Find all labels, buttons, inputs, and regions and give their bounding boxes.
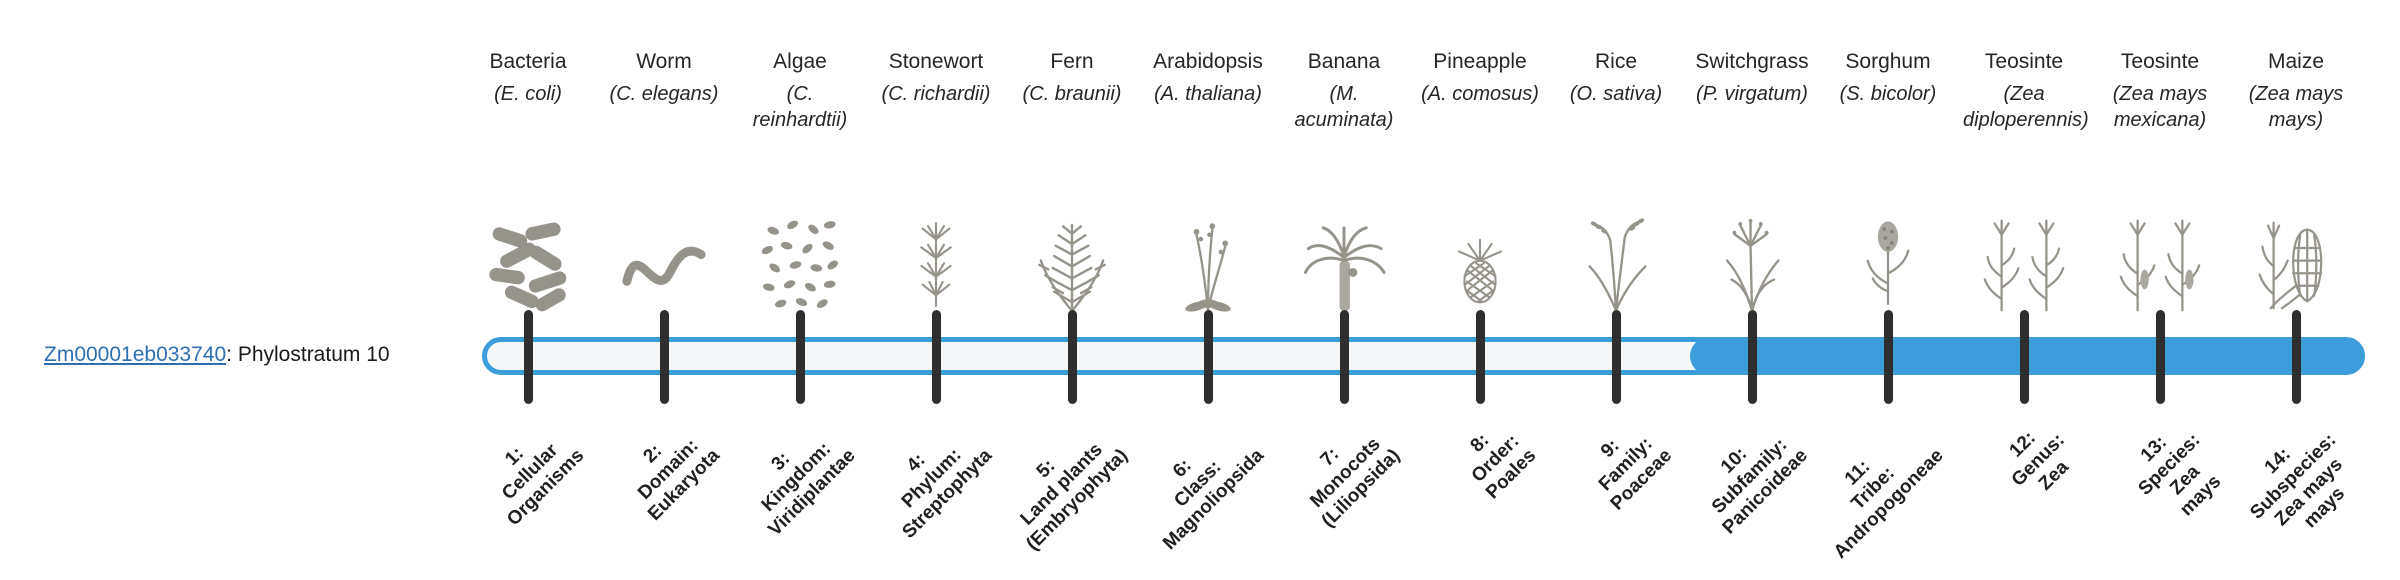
arabidopsis-icon (1165, 208, 1251, 314)
organism-name: Switchgrass (1695, 50, 1809, 73)
stratum-tick-label: 13: Species: Zea mays (2134, 429, 2226, 521)
stratum-column: Worm (C. elegans) (569, 50, 759, 314)
algae-icon (755, 208, 845, 314)
teosinte-mexicana-icon (2104, 208, 2216, 314)
organism-species: (C. elegans) (609, 83, 719, 105)
organism-species: (O. sativa) (1569, 83, 1663, 105)
stratum-tick-label: 11: Tribe: Andropogoneae (1830, 445, 1949, 564)
stratum-column: Fern (C. braunii) (977, 50, 1167, 314)
fern-icon (1026, 208, 1118, 314)
organism-name: Algae (773, 50, 827, 73)
stratum-tick-label: 4: Phylum: Streptophyta (897, 444, 997, 543)
stratum-tick (931, 310, 941, 404)
switchgrass-icon (1708, 208, 1796, 314)
stratum-column: Switchgrass (P. virgatum) (1657, 50, 1847, 314)
organism-name: Pineapple (1433, 50, 1527, 73)
stratum-tick (659, 310, 669, 404)
stratum-tick (1883, 310, 1893, 404)
stratum-column: Sorghum (S. bicolor) (1793, 50, 1983, 314)
stratum-tick (1203, 310, 1213, 404)
stratum-column: Teosinte (Zea mays mexicana) (2065, 50, 2255, 314)
organism-name: Bacteria (489, 50, 567, 73)
phylostratum-text: : Phylostratum 10 (226, 343, 390, 366)
organism-name: Teosinte (1984, 50, 2064, 73)
organism-species: (P. virgatum) (1696, 83, 1808, 105)
stonewort-icon (896, 208, 976, 314)
organism-species: (Zea mays mexicana) (2112, 83, 2208, 131)
stratum-column: Bacteria (E. coli) (433, 50, 623, 314)
stratum-tick-label: 10: Subfamily: Panicoideae (1708, 434, 1813, 539)
organism-species: (E. coli) (494, 83, 562, 105)
stratum-tick-label: 5: Land plants (Embryophyta) (1016, 439, 1133, 555)
stratum-tick (1475, 310, 1485, 404)
stratum-tick-label: 1: Cellular Organisms (497, 440, 589, 531)
organism-species: (A. thaliana) (1154, 83, 1262, 105)
stratum-tick-label: 2: Domain: Eukaryota (634, 435, 725, 525)
organism-species: (Zea mays mays) (2248, 83, 2344, 131)
organism-name: Maize (2267, 50, 2325, 73)
stratum-tick-label: 14: Subspecies: Zea mays mays (2246, 429, 2350, 533)
organism-name: Sorghum (1845, 50, 1931, 73)
stratum-column: Stonewort (C. richardii) (841, 50, 1031, 314)
stratum-tick (2155, 310, 2165, 404)
stratum-column: Teosinte (Zea diploperennis) (1929, 50, 2119, 314)
organism-species: (S. bicolor) (1839, 83, 1937, 105)
stratum-tick-label: 8: Order: Poales (1466, 429, 1541, 504)
stratum-tick (1611, 310, 1621, 404)
organism-name: Rice (1594, 50, 1637, 73)
organism-name: Teosinte (2120, 50, 2200, 73)
organism-name: Stonewort (888, 50, 984, 73)
bacteria-icon (483, 208, 573, 314)
stratum-column: Maize (Zea mays mays) (2201, 50, 2391, 314)
stratum-tick-label: 3: Kingdom: Viridiplantae (758, 438, 861, 541)
worm-icon (619, 208, 709, 314)
stratum-tick (523, 310, 533, 404)
teosinte-diploperennis-icon (1968, 208, 2080, 314)
organism-species: (C. reinhardtii) (752, 83, 848, 131)
stratum-tick (1067, 310, 1077, 404)
stratum-tick (795, 310, 805, 404)
stratum-tick-label: 6: Class: Magnoliopsida (1159, 445, 1269, 555)
stratum-tick-label: 12: Genus: Zea (2005, 427, 2073, 495)
organism-name: Arabidopsis (1153, 50, 1263, 73)
organism-species: (M. acuminata) (1294, 83, 1394, 131)
banana-icon (1298, 208, 1390, 314)
organism-name: Banana (1307, 50, 1381, 73)
stratum-column: Banana (M. acuminata) (1249, 50, 1439, 314)
sorghum-icon (1850, 208, 1926, 314)
rice-icon (1572, 208, 1660, 314)
gene-id-link[interactable]: Zm00001eb033740 (44, 343, 227, 366)
maize-icon (2254, 208, 2338, 314)
organism-species: (C. braunii) (1022, 83, 1122, 105)
organism-name: Worm (636, 50, 692, 73)
stratum-column: Pineapple (A. comosus) (1385, 50, 1575, 314)
stratum-tick (1339, 310, 1349, 404)
gene-label: Zm00001eb033740: Phylostratum 10 (44, 343, 390, 367)
organism-species: (A. comosus) (1421, 83, 1539, 105)
pineapple-icon (1441, 208, 1519, 314)
stratum-tick (2291, 310, 2301, 404)
stratum-tick (1747, 310, 1757, 404)
organism-species: (C. richardii) (881, 83, 991, 105)
stratum-tick (2019, 310, 2029, 404)
organism-species: (Zea diploperennis) (1963, 83, 2089, 131)
stratum-tick-label: 9: Family: Poaceae (1594, 433, 1677, 515)
stratum-column: Rice (O. sativa) (1521, 50, 1711, 314)
organism-name: Fern (1050, 50, 1094, 73)
stratum-tick-label: 7: Monocots (Liliopsida) (1306, 433, 1405, 532)
stratum-column: Arabidopsis (A. thaliana) (1113, 50, 1303, 314)
stratum-column: Algae (C. reinhardtii) (705, 50, 895, 314)
